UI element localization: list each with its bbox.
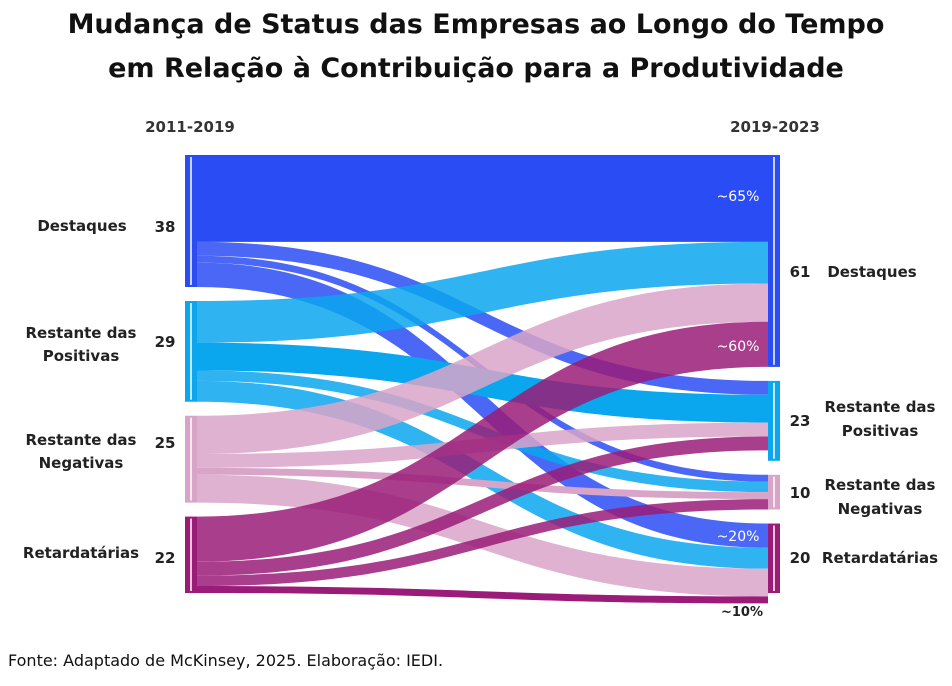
left-value-retardatarias: 22 bbox=[155, 549, 176, 567]
left-value-destaques: 38 bbox=[155, 218, 176, 236]
left-period-label: 2011-2019 bbox=[145, 118, 235, 136]
left-value-positivas: 29 bbox=[155, 333, 176, 351]
annotation-20: ~20% bbox=[717, 529, 760, 545]
right-value-retardatarias: 20 bbox=[790, 549, 811, 567]
flow-2-to-0 bbox=[197, 283, 768, 454]
left-label-retardatarias: Retardatárias bbox=[23, 544, 139, 562]
flow-3-to-2 bbox=[197, 499, 768, 587]
flow-3-to-3 bbox=[197, 586, 768, 604]
flow-3-to-0 bbox=[197, 321, 768, 562]
chart-title-line-1: Mudança de Status das Empresas ao Longo … bbox=[68, 9, 885, 40]
flow-0-to-1 bbox=[197, 241, 768, 395]
source-note: Fonte: Adaptado de McKinsey, 2025. Elabo… bbox=[8, 651, 443, 670]
annotation-60: ~60% bbox=[717, 339, 760, 355]
left-label-negativas-1: Restante das bbox=[26, 431, 137, 449]
node-group bbox=[185, 155, 780, 593]
flow-0-to-3 bbox=[197, 262, 768, 548]
left-label-destaques: Destaques bbox=[37, 217, 126, 235]
right-value-negativas: 10 bbox=[790, 484, 811, 502]
flow-1-to-3 bbox=[197, 380, 768, 569]
right-label-negativas-2: Negativas bbox=[838, 500, 923, 518]
right-label-positivas-2: Positivas bbox=[842, 422, 919, 440]
left-label-negativas-2: Negativas bbox=[39, 454, 124, 472]
chart-title-line-2: em Relação à Contribuição para a Produti… bbox=[108, 53, 844, 84]
annotation-65: ~65% bbox=[717, 189, 760, 205]
flow-group bbox=[197, 155, 768, 604]
right-label-destaques: Destaques bbox=[827, 263, 916, 281]
left-label-positivas-2: Positivas bbox=[43, 347, 120, 365]
right-label-retardatarias: Retardatárias bbox=[822, 549, 938, 567]
flow-3-to-1 bbox=[197, 436, 768, 576]
right-label-positivas-1: Restante das bbox=[825, 398, 936, 416]
left-label-positivas-1: Restante das bbox=[26, 324, 137, 342]
right-value-positivas: 23 bbox=[790, 412, 811, 430]
flow-1-to-0 bbox=[197, 241, 768, 343]
flow-2-to-2 bbox=[197, 467, 768, 500]
right-period-label: 2019-2023 bbox=[730, 118, 820, 136]
annotation-10: ~10% bbox=[721, 605, 763, 620]
right-value-destaques: 61 bbox=[790, 263, 811, 281]
left-value-negativas: 25 bbox=[155, 434, 176, 452]
right-label-negativas-1: Restante das bbox=[825, 476, 936, 494]
flow-0-to-0 bbox=[197, 155, 768, 242]
